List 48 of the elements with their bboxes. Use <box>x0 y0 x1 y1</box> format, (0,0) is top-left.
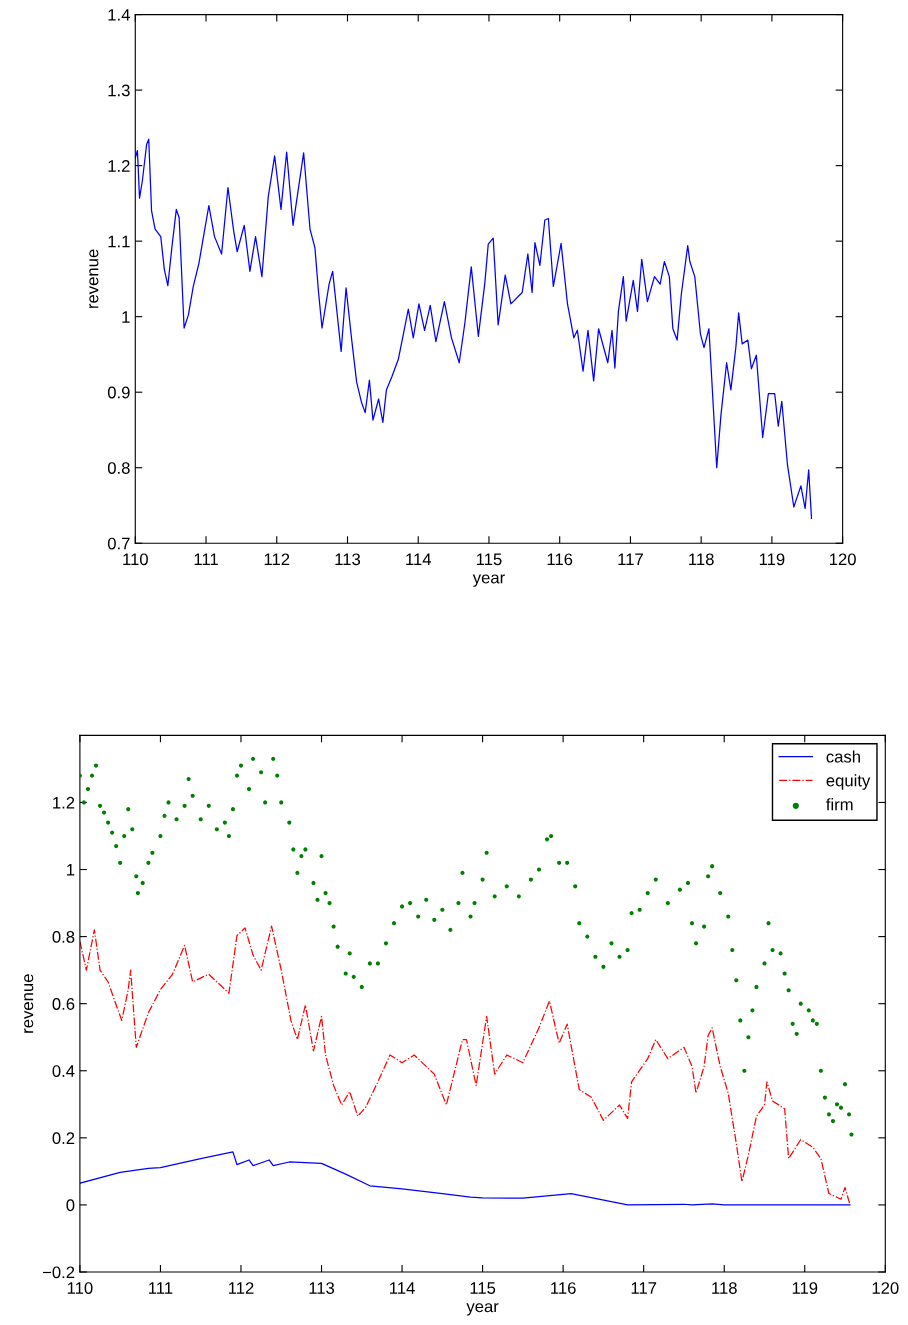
y-tick-label: 1.2 <box>108 160 130 172</box>
y-tick-label: 0.6 <box>52 998 75 1010</box>
y-tick-label: 0.8 <box>107 462 130 474</box>
x-tick-label: 115 <box>476 553 502 566</box>
x-tick-label: 112 <box>228 1282 254 1294</box>
x-tick-label: 115 <box>470 1282 496 1294</box>
x-axis-title: year <box>472 574 505 587</box>
x-tick-label: 114 <box>406 553 432 566</box>
y-tick-label: 1 <box>67 864 75 876</box>
line-series <box>79 925 851 1205</box>
x-tick-label: 117 <box>618 553 643 566</box>
x-tick-label: 110 <box>123 553 148 566</box>
y-tick-label: 0.7 <box>107 537 130 550</box>
y-tick-label: 1.1 <box>108 235 130 248</box>
y-tick-label: 0.9 <box>107 386 130 399</box>
y-tick-label: 0.8 <box>52 931 75 943</box>
x-axis-title: year <box>466 1303 499 1316</box>
x-tick-label: 118 <box>689 553 714 566</box>
y-tick-label: 1.2 <box>53 796 75 809</box>
y-tick-label: 1 <box>122 311 130 323</box>
x-tick-label: 119 <box>792 1282 818 1294</box>
y-tick-label: 0.2 <box>52 1132 75 1145</box>
y-tick-label: 1.3 <box>108 84 130 97</box>
y-axis-title: revenue <box>24 974 34 1033</box>
x-tick-label: 120 <box>872 1282 899 1294</box>
line-series <box>79 1151 851 1206</box>
x-tick-label: 120 <box>829 553 856 566</box>
y-tick-label: 1.4 <box>108 9 130 21</box>
y-tick-label: 0.4 <box>52 1065 75 1077</box>
x-tick-label: 119 <box>759 553 785 566</box>
x-tick-label: 113 <box>309 1282 335 1294</box>
x-tick-label: 112 <box>264 553 290 566</box>
x-tick-label: 113 <box>335 553 361 566</box>
x-tick-label: 116 <box>551 1282 576 1294</box>
legend-label: firm <box>826 798 853 811</box>
line-series <box>135 138 813 519</box>
legend-label: cash <box>826 750 860 763</box>
x-tick-label: 116 <box>547 553 573 566</box>
x-tick-label: 111 <box>149 1282 173 1294</box>
y-tick-label: −0.2 <box>42 1266 75 1279</box>
y-tick-label: 0 <box>66 1199 75 1212</box>
x-tick-label: 111 <box>194 553 218 566</box>
x-tick-label: 118 <box>712 1282 737 1294</box>
x-tick-label: 114 <box>390 1282 415 1294</box>
legend-label: equity <box>826 774 871 790</box>
x-tick-label: 117 <box>631 1282 657 1294</box>
x-tick-label: 110 <box>67 1282 93 1294</box>
y-axis-title: revenue <box>89 249 99 308</box>
